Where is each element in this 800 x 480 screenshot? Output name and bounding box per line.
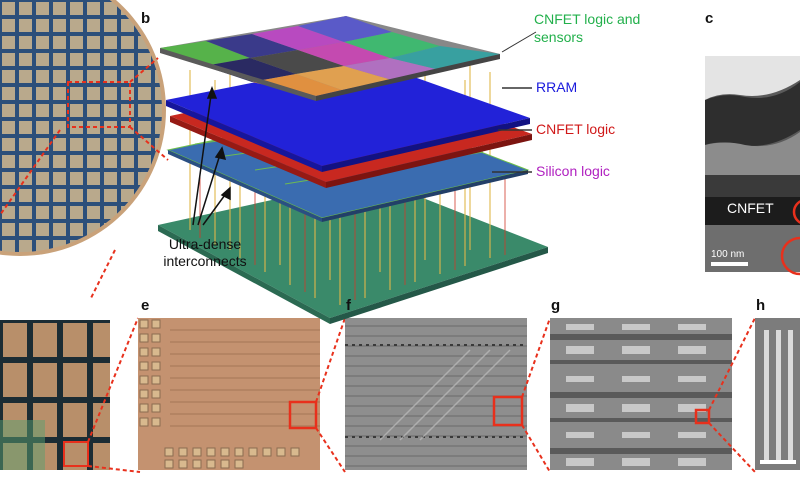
label-interconnects-line2: interconnects xyxy=(163,253,247,269)
panel-label-e: e xyxy=(141,297,150,314)
label-interconnects-line1: Ultra-dense xyxy=(168,236,242,252)
panel-label-h: h xyxy=(756,297,766,314)
panel-label-b: b xyxy=(141,10,151,27)
tem-scale-bar-label: 100 nm xyxy=(711,249,745,260)
panel-label-c: c xyxy=(705,10,714,27)
label-cnfet-logic: CNFET logic xyxy=(536,121,616,137)
label-silicon-logic: Silicon logic xyxy=(536,163,610,179)
label-cnfet-logic-sensors-line1: CNFET logic and xyxy=(534,11,641,27)
label-cnfet-logic-sensors: CNFET logic and sensors xyxy=(534,10,640,46)
tem-cnfet-label: CNFET xyxy=(727,200,774,216)
label-ultra-dense-interconnects: Ultra-dense interconnects xyxy=(150,236,260,270)
label-cnfet-logic-sensors-line2: sensors xyxy=(534,29,584,45)
panel-label-g: g xyxy=(551,297,561,314)
label-rram: RRAM xyxy=(536,79,578,95)
panel-label-f: f xyxy=(346,297,351,314)
